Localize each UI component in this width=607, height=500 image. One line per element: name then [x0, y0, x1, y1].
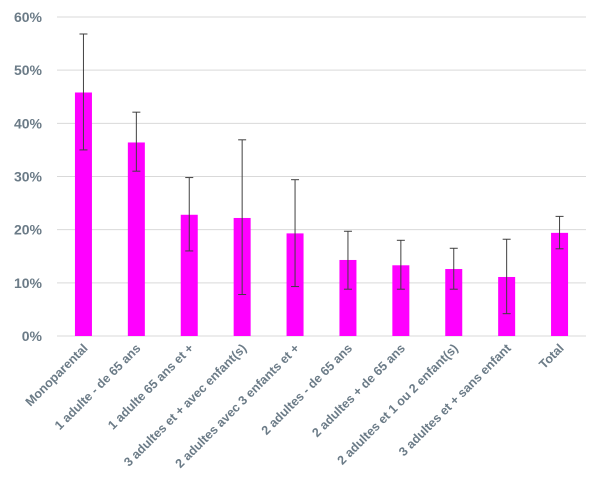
y-tick-label: 10%	[14, 275, 43, 291]
bar	[74, 92, 92, 336]
error-bar	[343, 230, 352, 290]
error-bar	[79, 33, 88, 151]
bars	[74, 92, 569, 336]
y-tick-label: 0%	[22, 328, 43, 344]
y-tick-label: 60%	[14, 9, 43, 25]
y-tick-label: 50%	[14, 62, 43, 78]
error-bar	[449, 247, 458, 290]
y-tick-label: 30%	[14, 169, 43, 185]
error-bar	[132, 111, 141, 172]
x-tick-label: 2 adultes + de 65 ans	[309, 341, 408, 440]
bar	[127, 142, 145, 336]
x-tick-label: 2 adultes - de 65 ans	[259, 341, 355, 437]
bar	[180, 214, 198, 336]
y-axis-ticks: 0% 10% 20% 30% 40% 50% 60%	[14, 9, 43, 344]
bar	[392, 265, 410, 336]
error-bar	[555, 215, 564, 250]
y-tick-label: 40%	[14, 115, 43, 131]
y-tick-label: 20%	[14, 222, 43, 238]
error-bars	[79, 33, 564, 315]
bar	[445, 269, 463, 336]
x-tick-label: 3 adultes et + sans enfant	[396, 341, 514, 459]
error-bar	[291, 179, 300, 288]
error-bar	[238, 139, 247, 296]
bar	[551, 232, 569, 336]
error-bar	[396, 239, 405, 290]
error-bar	[185, 177, 194, 252]
grid-lines	[57, 16, 586, 337]
x-tick-label: Total	[536, 341, 566, 371]
bar	[339, 259, 357, 336]
error-bar	[502, 238, 511, 315]
